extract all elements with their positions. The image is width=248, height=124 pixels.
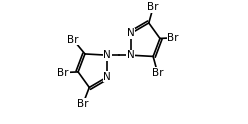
Text: Br: Br (77, 99, 89, 108)
Text: N: N (127, 50, 135, 60)
Text: N: N (127, 29, 135, 38)
Text: Br: Br (58, 68, 69, 78)
Text: Br: Br (67, 35, 79, 45)
Text: Br: Br (152, 68, 163, 78)
Text: Br: Br (167, 33, 179, 43)
Text: Br: Br (147, 2, 159, 12)
Text: N: N (103, 72, 111, 82)
Text: N: N (103, 50, 111, 60)
